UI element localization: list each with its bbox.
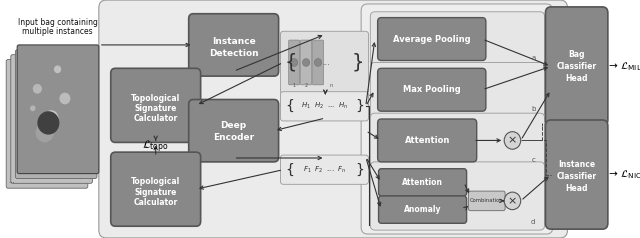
Text: b: b	[531, 106, 536, 112]
Circle shape	[303, 59, 310, 66]
FancyBboxPatch shape	[11, 55, 92, 183]
Text: 2: 2	[305, 83, 308, 88]
Circle shape	[44, 110, 58, 126]
FancyBboxPatch shape	[280, 155, 369, 184]
Text: Max Pooling: Max Pooling	[403, 85, 461, 94]
Text: Classifier: Classifier	[557, 62, 596, 71]
FancyBboxPatch shape	[545, 120, 608, 229]
FancyBboxPatch shape	[280, 92, 369, 121]
Text: a: a	[531, 55, 536, 61]
Text: }: }	[355, 99, 364, 113]
Text: Attention: Attention	[402, 178, 443, 187]
Circle shape	[504, 132, 521, 149]
Text: ×: ×	[508, 196, 517, 206]
Text: Topological: Topological	[131, 94, 180, 103]
Text: Anomaly: Anomaly	[404, 205, 442, 214]
Circle shape	[504, 192, 521, 210]
FancyBboxPatch shape	[468, 191, 505, 211]
Text: Encoder: Encoder	[213, 133, 254, 142]
Text: Signature: Signature	[134, 188, 177, 197]
Text: d: d	[531, 219, 536, 225]
Text: Signature: Signature	[134, 104, 177, 113]
Text: Attention: Attention	[404, 136, 450, 145]
FancyBboxPatch shape	[378, 68, 486, 111]
Text: $H_1$  $H_2$  ...  $H_n$: $H_1$ $H_2$ ... $H_n$	[301, 101, 348, 111]
Text: $\mathcal{L}_{\mathrm{topo}}$: $\mathcal{L}_{\mathrm{topo}}$	[142, 139, 169, 155]
Text: Detection: Detection	[209, 49, 259, 58]
Circle shape	[54, 65, 61, 73]
Text: Average Pooling: Average Pooling	[393, 35, 470, 44]
Text: c: c	[531, 157, 536, 163]
Text: Deep: Deep	[221, 121, 246, 130]
Text: {: {	[285, 163, 294, 177]
FancyBboxPatch shape	[6, 60, 88, 188]
Text: Head: Head	[565, 184, 588, 193]
FancyBboxPatch shape	[361, 4, 553, 234]
FancyBboxPatch shape	[378, 18, 486, 60]
Text: Calculator: Calculator	[134, 114, 178, 123]
FancyBboxPatch shape	[189, 14, 278, 76]
Text: Instance: Instance	[212, 38, 255, 46]
FancyBboxPatch shape	[99, 0, 568, 238]
Text: {: {	[285, 53, 298, 72]
FancyBboxPatch shape	[111, 68, 200, 142]
Text: ...: ...	[323, 58, 330, 67]
FancyBboxPatch shape	[312, 40, 324, 85]
Circle shape	[60, 93, 70, 104]
FancyBboxPatch shape	[545, 7, 608, 126]
Circle shape	[33, 84, 42, 94]
FancyBboxPatch shape	[280, 31, 369, 94]
Text: n: n	[330, 83, 332, 88]
Text: }: }	[355, 163, 364, 177]
Circle shape	[30, 105, 36, 111]
Text: Input bag containing: Input bag containing	[18, 18, 97, 27]
FancyBboxPatch shape	[301, 40, 312, 85]
Text: Topological: Topological	[131, 177, 180, 186]
FancyBboxPatch shape	[378, 119, 477, 162]
Text: ...: ...	[8, 178, 15, 184]
FancyBboxPatch shape	[189, 99, 278, 162]
Text: Bag: Bag	[568, 50, 585, 59]
Circle shape	[37, 111, 60, 135]
Circle shape	[36, 123, 54, 142]
Text: $\rightarrow\,\mathcal{L}_{\mathrm{MIL}}$: $\rightarrow\,\mathcal{L}_{\mathrm{MIL}}…	[606, 60, 640, 73]
Text: }: }	[351, 53, 364, 72]
Circle shape	[314, 59, 322, 66]
FancyBboxPatch shape	[371, 12, 545, 66]
Circle shape	[291, 59, 298, 66]
FancyBboxPatch shape	[371, 162, 545, 230]
FancyBboxPatch shape	[17, 45, 99, 174]
Text: {: {	[285, 99, 294, 113]
FancyBboxPatch shape	[289, 40, 300, 85]
FancyBboxPatch shape	[378, 169, 467, 196]
FancyBboxPatch shape	[111, 152, 200, 226]
Text: Instance: Instance	[558, 160, 595, 169]
Text: multiple instances: multiple instances	[22, 27, 93, 36]
Text: Classifier: Classifier	[557, 172, 596, 181]
FancyBboxPatch shape	[371, 62, 545, 117]
Text: Calculator: Calculator	[134, 198, 178, 207]
Text: Head: Head	[565, 74, 588, 83]
FancyBboxPatch shape	[378, 196, 467, 223]
Text: $F_1$  $F_2$  ...  $F_n$: $F_1$ $F_2$ ... $F_n$	[303, 165, 346, 175]
Text: ×: ×	[508, 135, 517, 145]
Text: Combination: Combination	[470, 198, 504, 203]
Text: 1: 1	[292, 83, 296, 88]
Text: $\rightarrow\,\mathcal{L}_{\mathrm{NIC}}$: $\rightarrow\,\mathcal{L}_{\mathrm{NIC}}…	[606, 168, 640, 181]
FancyBboxPatch shape	[15, 50, 97, 178]
FancyBboxPatch shape	[371, 113, 545, 168]
